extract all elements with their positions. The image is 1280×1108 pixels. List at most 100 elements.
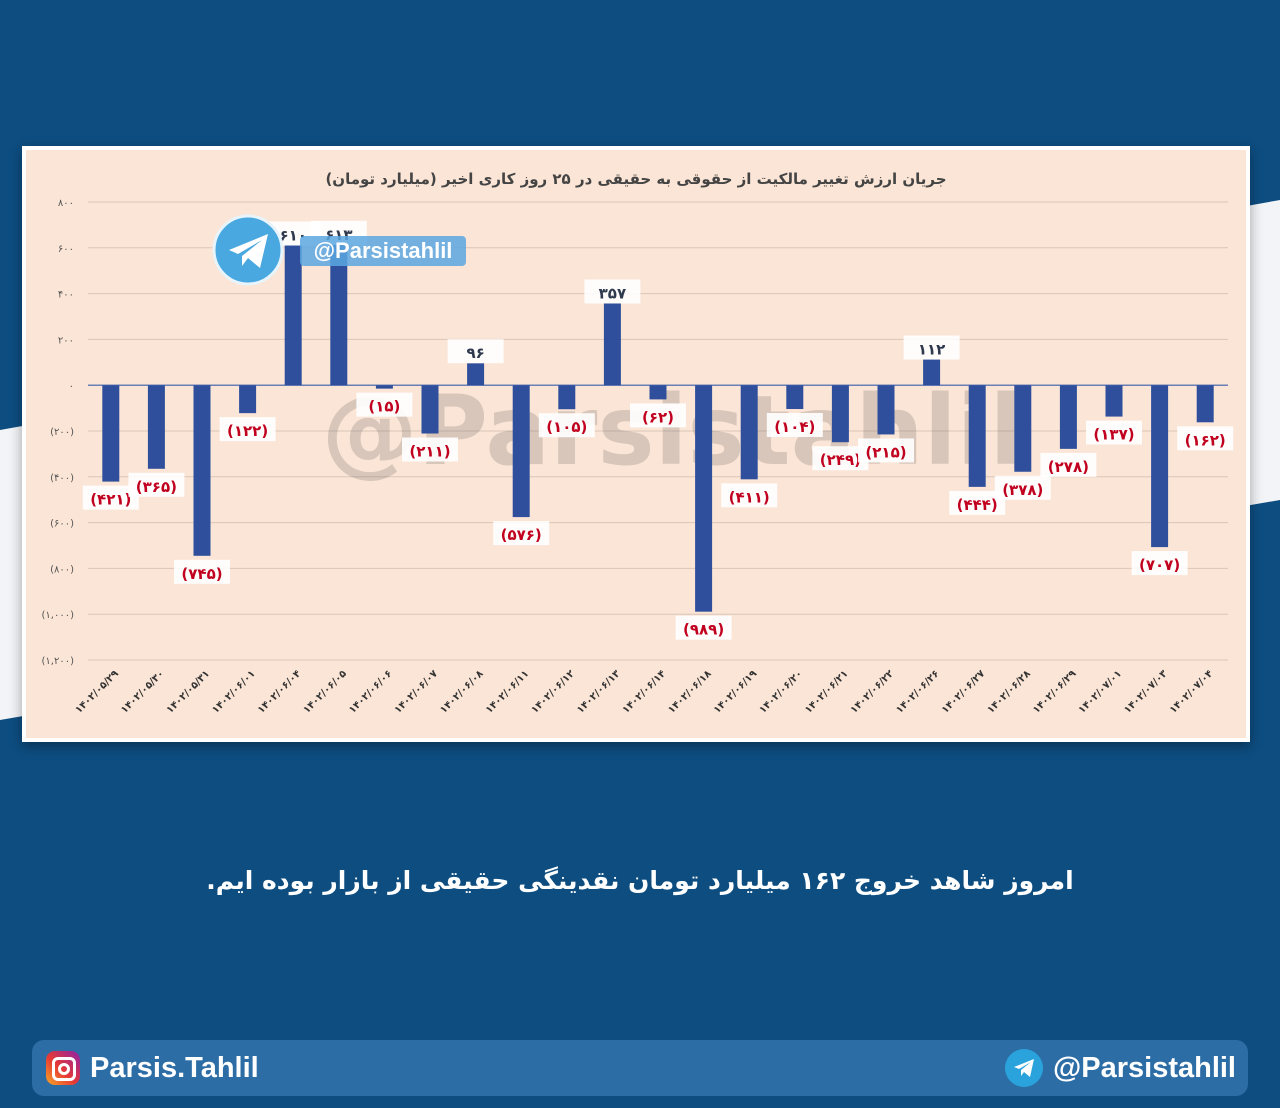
- data-label: ۹۶: [447, 339, 504, 364]
- data-label: (۷۰۷): [1131, 551, 1188, 576]
- data-label-text: (۲۱۵): [865, 443, 906, 461]
- data-label-bg: [1131, 551, 1188, 576]
- data-label-text: (۴۴۴): [957, 496, 998, 514]
- data-label-text: (۱۶۲): [1185, 431, 1226, 449]
- data-label-text: (۵۷۶): [501, 526, 542, 544]
- y-tick-label: ۴۰۰: [58, 290, 74, 301]
- data-label: (۴۱۱): [721, 483, 778, 508]
- data-label: (۱۳۷): [1086, 420, 1142, 445]
- data-label-bg: [766, 413, 823, 438]
- bar: [877, 385, 895, 435]
- data-labels: (۴۲۱)(۳۶۵)(۷۴۵)(۱۲۲)۶۱۰ ۶۱۳(۱۵)(۲۱۱)۹۶(۵۷…: [82, 220, 1234, 640]
- data-label-bg: [994, 475, 1051, 500]
- bar: [1014, 385, 1032, 472]
- data-label-text: (۱۰۴): [774, 418, 815, 436]
- data-label: (۴۲۱): [82, 485, 139, 510]
- data-label-bg: [1040, 452, 1097, 477]
- bar: [1059, 385, 1077, 449]
- data-label: (۱۵): [356, 392, 413, 417]
- data-label-bg: [219, 417, 276, 442]
- telegram-plane-icon: [229, 234, 268, 268]
- telegram-badge: @Parsistahlil: [212, 214, 466, 286]
- telegram-icon: [1004, 1049, 1043, 1087]
- data-label: (۶۲): [630, 403, 686, 428]
- data-label-text: (۲۴۹): [820, 451, 861, 469]
- data-label: (۵۷۶): [493, 521, 550, 546]
- data-label: ۳۵۷: [584, 279, 641, 304]
- data-label: (۲۱۵): [858, 438, 914, 463]
- data-label-bg: [493, 521, 550, 546]
- data-label-text: ۳۵۷: [599, 284, 626, 302]
- bars: [102, 244, 1214, 612]
- bar: [968, 385, 986, 487]
- data-label-bg: [675, 615, 732, 640]
- data-label-bg: [1177, 426, 1234, 451]
- data-label: (۳۶۵): [128, 472, 185, 497]
- instagram-icon: [46, 1051, 80, 1085]
- bar: [1196, 385, 1214, 423]
- data-label-bg: [721, 483, 778, 508]
- bar: [330, 244, 348, 386]
- data-label-text: (۱۲۲): [227, 422, 268, 440]
- data-label-text: (۳۶۵): [136, 478, 177, 496]
- bar: [603, 303, 621, 386]
- data-label-bg: [356, 392, 413, 417]
- bar: [193, 385, 211, 556]
- footer-bar: Parsis.Tahlil @Parsistahlil: [32, 1040, 1248, 1096]
- instagram-link[interactable]: Parsis.Tahlil: [46, 1040, 259, 1096]
- y-tick-label: (۶۰۰): [50, 519, 74, 530]
- data-label: (۹۸۹): [675, 615, 732, 640]
- y-tick-label: ۶۰۰: [58, 244, 74, 255]
- bar-chart: جریان ارزش تغییر مالکیت از حقوقی به حقیق…: [26, 150, 1246, 738]
- bar: [239, 385, 257, 414]
- caption-text: امروز شاهد خروج ۱۶۲ میلیارد تومان نقدینگ…: [206, 866, 1074, 895]
- data-label: (۱۶۲): [1177, 426, 1234, 451]
- data-label-text: (۱۳۷): [1093, 426, 1134, 444]
- y-tick-label: (۸۰۰): [50, 564, 74, 575]
- badge-handle: @Parsistahlil: [314, 238, 453, 263]
- y-axis-ticks: ۸۰۰ ۶۰۰ ۴۰۰ ۲۰۰ ۰ (۲۰۰) (۴۰۰) (۶۰۰) (۸۰۰) (۱,۰۰۰)…: [42, 198, 75, 667]
- bar: [1151, 385, 1169, 548]
- data-label-text: (۲۷۸): [1048, 458, 1089, 476]
- telegram-icon: [212, 214, 284, 286]
- data-label: (۲۱۱): [402, 437, 458, 462]
- bar: [923, 359, 941, 386]
- bar: [831, 385, 849, 443]
- data-label-bg: [402, 437, 458, 462]
- data-label-text: (۱۰۵): [546, 418, 587, 436]
- data-label-text: ۹۶: [466, 344, 484, 362]
- bar: [421, 385, 439, 434]
- y-tick-label: ۲۰۰: [58, 335, 74, 346]
- chart-title: جریان ارزش تغییر مالکیت از حقوقی به حقیق…: [325, 170, 946, 188]
- bar: [695, 385, 713, 612]
- bar: [102, 385, 120, 482]
- data-label-text: ۱۱۲: [918, 341, 945, 359]
- data-label: (۱۰۴): [766, 413, 823, 438]
- data-label-bg: [949, 490, 1006, 515]
- data-label: (۷۴۵): [174, 559, 230, 584]
- data-label-text: (۷۰۷): [1139, 556, 1180, 574]
- y-tick-label: (۱,۰۰۰): [42, 610, 75, 621]
- bar: [467, 363, 485, 386]
- data-label-bg: [858, 438, 914, 463]
- data-label-bg: [447, 339, 504, 364]
- telegram-link[interactable]: @Parsistahlil: [1004, 1040, 1236, 1096]
- bar: [284, 245, 302, 386]
- data-label-bg: [584, 279, 641, 304]
- y-tick-label: ۰: [69, 381, 74, 392]
- data-label: (۱۲۲): [219, 417, 276, 442]
- chart-container: جریان ارزش تغییر مالکیت از حقوقی به حقیق…: [22, 146, 1250, 742]
- data-label: ۱۱۲: [903, 335, 960, 360]
- data-label: (۳۷۸): [994, 475, 1051, 500]
- bar: [558, 385, 576, 410]
- data-label: (۲۷۸): [1040, 452, 1097, 477]
- y-tick-label: (۴۰۰): [50, 473, 74, 484]
- data-label-text: (۲۱۱): [409, 443, 450, 461]
- bar: [147, 385, 165, 469]
- data-label-bg: [1086, 420, 1142, 445]
- data-label-text: (۴۲۱): [90, 491, 131, 509]
- badge-label-bg: [300, 236, 466, 266]
- data-label-text: (۱۵): [368, 398, 400, 416]
- data-label-bg: [630, 403, 686, 428]
- data-label: (۴۴۴): [949, 490, 1006, 515]
